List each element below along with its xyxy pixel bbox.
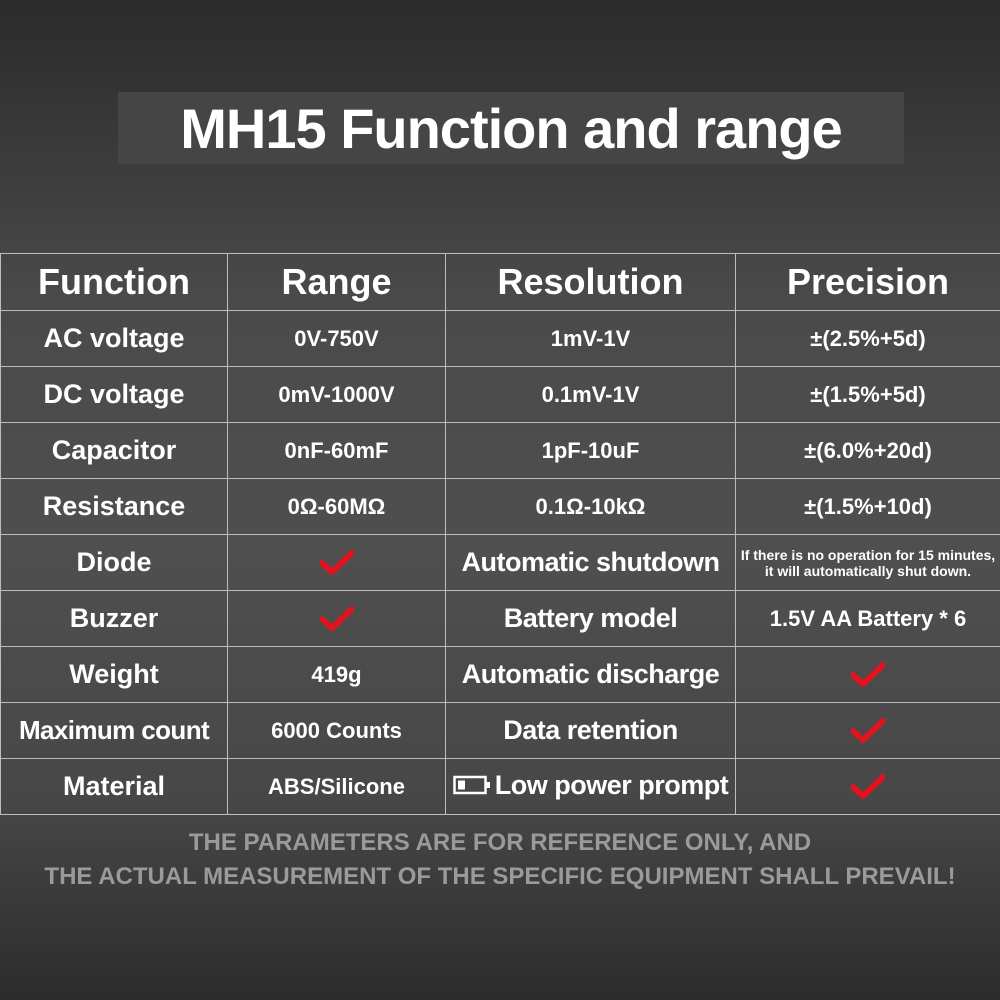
resolution-cell: 0.1mV-1V xyxy=(445,366,736,423)
range-cell: 0nF-60mF xyxy=(227,422,446,479)
check-icon xyxy=(851,718,885,744)
function-cell: AC voltage xyxy=(0,310,228,367)
title-band: MH15 Function and range xyxy=(118,92,904,164)
range-cell xyxy=(227,534,446,591)
range-cell: 0Ω-60MΩ xyxy=(227,478,446,535)
table-row: Resistance 0Ω-60MΩ 0.1Ω-10kΩ ±(1.5%+10d) xyxy=(0,478,1000,535)
precision-cell xyxy=(735,702,1000,759)
resolution-cell: 1pF-10uF xyxy=(445,422,736,479)
precision-cell xyxy=(735,646,1000,703)
resolution-cell: Automatic discharge xyxy=(445,646,736,703)
function-cell: Capacitor xyxy=(0,422,228,479)
table-row: AC voltage 0V-750V 1mV-1V ±(2.5%+5d) xyxy=(0,310,1000,367)
precision-cell: ±(2.5%+5d) xyxy=(735,310,1000,367)
table-row: Capacitor 0nF-60mF 1pF-10uF ±(6.0%+20d) xyxy=(0,422,1000,479)
check-icon xyxy=(851,774,885,800)
precision-cell: ±(6.0%+20d) xyxy=(735,422,1000,479)
function-cell: Maximum count xyxy=(0,702,228,759)
precision-cell xyxy=(735,758,1000,815)
resolution-cell: Data retention xyxy=(445,702,736,759)
disclaimer-line-2: THE ACTUAL MEASUREMENT OF THE SPECIFIC E… xyxy=(44,863,956,890)
precision-cell: If there is no operation for 15 minutes,… xyxy=(735,534,1000,591)
precision-cell: ±(1.5%+10d) xyxy=(735,478,1000,535)
header-range: Range xyxy=(227,253,446,311)
check-icon xyxy=(319,606,354,632)
header-resolution: Resolution xyxy=(445,253,736,311)
range-cell: 0mV-1000V xyxy=(227,366,446,423)
table-row: Material ABS/Silicone Low power prompt xyxy=(0,758,1000,815)
precision-cell: 1.5V AA Battery * 6 xyxy=(735,590,1000,647)
function-cell: Material xyxy=(0,758,228,815)
header-precision: Precision xyxy=(735,253,1000,311)
table-row: Diode Automatic shutdown If there is no … xyxy=(0,534,1000,591)
table-header-row: Function Range Resolution Precision xyxy=(0,253,1000,311)
resolution-cell: Automatic shutdown xyxy=(445,534,736,591)
check-icon xyxy=(319,550,354,576)
header-function: Function xyxy=(0,253,228,311)
resolution-cell: Battery model xyxy=(445,590,736,647)
range-cell: 6000 Counts xyxy=(227,702,446,759)
check-icon xyxy=(851,662,885,688)
spec-table: Function Range Resolution Precision AC v… xyxy=(0,253,1000,815)
function-cell: Resistance xyxy=(0,478,228,535)
disclaimer-line-1: THE PARAMETERS ARE FOR REFERENCE ONLY, A… xyxy=(188,829,812,856)
table-row: DC voltage 0mV-1000V 0.1mV-1V ±(1.5%+5d) xyxy=(0,366,1000,423)
function-cell: Buzzer xyxy=(0,590,228,647)
table-row: Maximum count 6000 Counts Data retention xyxy=(0,702,1000,759)
function-cell: Diode xyxy=(0,534,228,591)
disclaimer: THE PARAMETERS ARE FOR REFERENCE ONLY, A… xyxy=(0,826,1000,894)
range-cell xyxy=(227,590,446,647)
range-cell: 0V-750V xyxy=(227,310,446,367)
table-row: Weight 419g Automatic discharge xyxy=(0,646,1000,703)
range-cell: 419g xyxy=(227,646,446,703)
low-power-text: Low power prompt xyxy=(494,769,729,800)
low-power-label: Low power prompt xyxy=(453,769,729,801)
resolution-cell: 1mV-1V xyxy=(445,310,736,367)
battery-low-icon xyxy=(453,776,490,795)
precision-cell: ±(1.5%+5d) xyxy=(735,366,1000,423)
range-cell: ABS/Silicone xyxy=(227,758,446,815)
function-cell: DC voltage xyxy=(0,366,228,423)
function-cell: Weight xyxy=(0,646,228,703)
resolution-cell: 0.1Ω-10kΩ xyxy=(445,478,736,535)
table-row: Buzzer Battery model 1.5V AA Battery * 6 xyxy=(0,590,1000,647)
page-title: MH15 Function and range xyxy=(180,96,842,160)
resolution-cell: Low power prompt xyxy=(445,758,736,815)
